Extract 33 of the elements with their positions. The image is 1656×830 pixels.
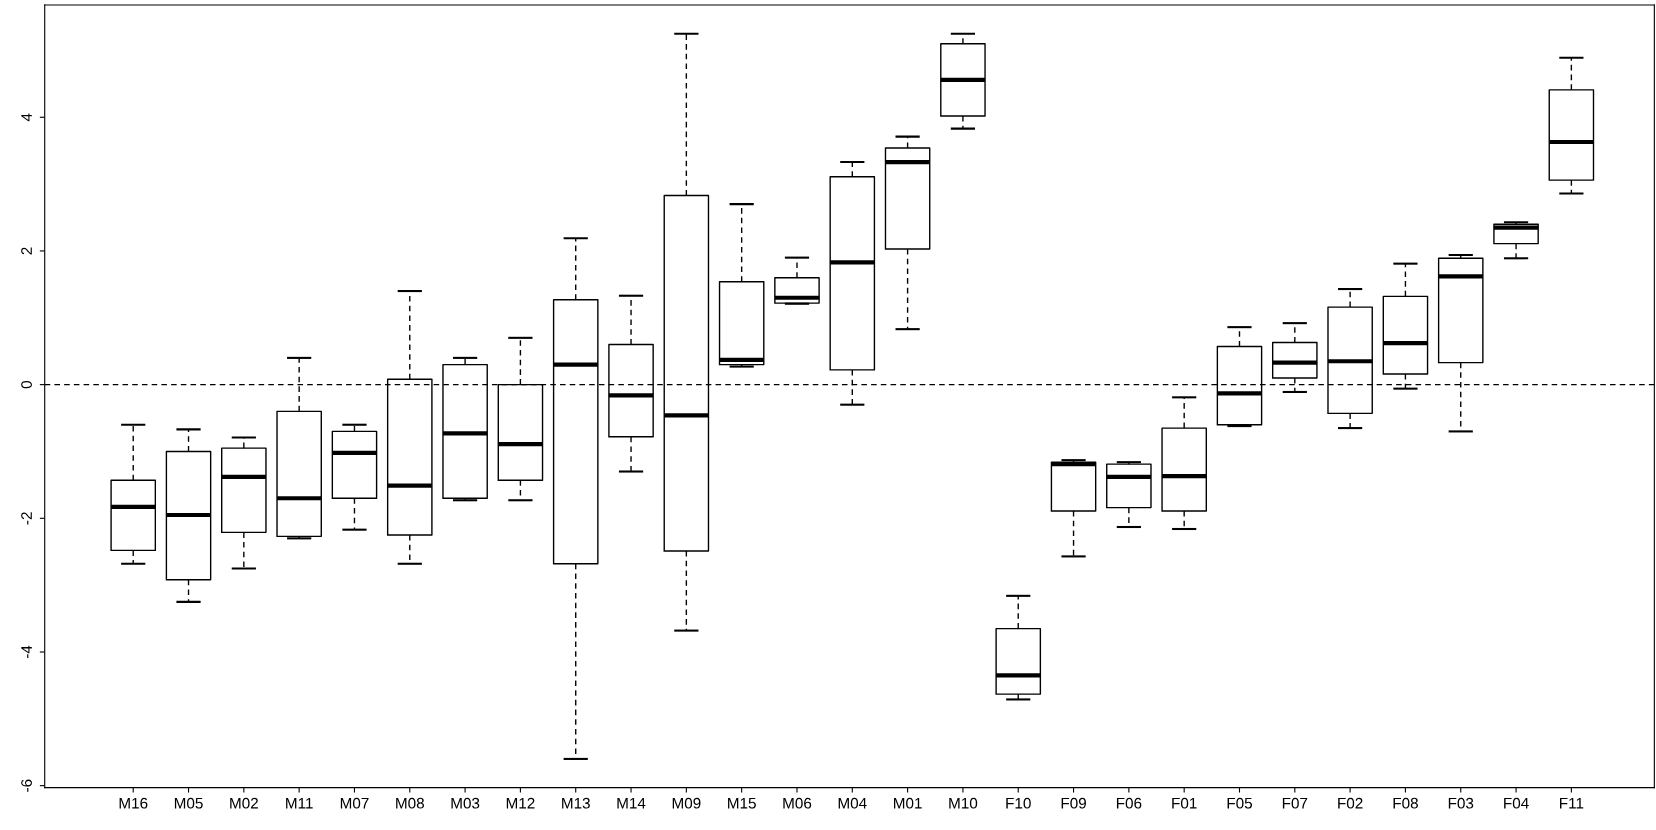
x-tick-label: F09 — [1061, 797, 1086, 809]
x-tick-label: M08 — [396, 797, 424, 809]
x-tick-label: M09 — [672, 797, 701, 809]
x-tick-label: F06 — [1116, 797, 1142, 809]
x-tick-label: F08 — [1393, 797, 1418, 809]
x-tick-label: M06 — [783, 797, 812, 809]
x-tick-label: M07 — [340, 797, 369, 809]
x-tick-label: M15 — [728, 797, 756, 809]
x-tick-label: F11 — [1560, 797, 1584, 809]
x-tick-label: M12 — [506, 797, 535, 809]
x-tick-label: F10 — [1006, 797, 1031, 809]
x-tick-label: M16 — [119, 797, 148, 809]
y-tick-label: -6 — [21, 779, 32, 792]
y-tick-label: 4 — [21, 113, 32, 122]
y-tick-label: 0 — [21, 380, 32, 389]
y-tick-label: 2 — [21, 247, 32, 255]
x-tick-label: M05 — [174, 797, 203, 809]
x-tick-label: F05 — [1227, 797, 1253, 809]
x-tick-label: F03 — [1448, 797, 1474, 809]
x-tick-label: F07 — [1282, 797, 1308, 809]
x-tick-label: F01 — [1172, 797, 1197, 809]
x-tick-label: F04 — [1504, 797, 1529, 809]
x-tick-label: M02 — [230, 797, 258, 809]
x-tick-label: M04 — [838, 797, 867, 809]
y-tick-label: -2 — [21, 512, 32, 525]
x-tick-label: F02 — [1338, 797, 1363, 809]
x-tick-label: M10 — [949, 797, 978, 809]
x-tick-label: M11 — [286, 797, 313, 809]
x-tick-label: M01 — [894, 797, 922, 809]
y-tick-label: -4 — [21, 645, 32, 659]
x-tick-label: M03 — [451, 797, 480, 809]
x-tick-label: M13 — [562, 797, 590, 809]
x-tick-label: M14 — [617, 797, 646, 809]
